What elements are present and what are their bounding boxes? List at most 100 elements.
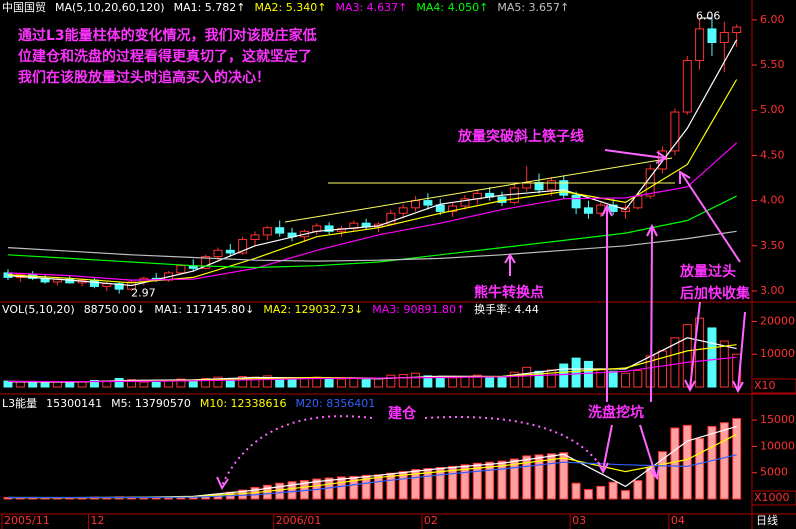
candle-body [201,256,211,269]
note: 放量突破斜上筷子线 [457,128,584,145]
volume-bar [374,378,383,388]
energy-bar [571,482,581,500]
volume-bar [448,377,458,388]
y-tick-label: 10000 [760,439,795,452]
volume-bar [201,377,211,388]
energy-bar [596,485,606,500]
energy-bar [275,482,285,500]
volume-bar [472,374,482,388]
y-tick-label: 5000 [760,466,788,479]
energy-bar [534,454,544,500]
volume-bar [621,372,630,388]
volume-bar [497,376,507,388]
candle-body [509,187,519,203]
energy-bar [546,453,556,500]
y-tick-label: 4.00 [760,194,785,207]
volume-bar [3,380,13,388]
volume-bar [336,378,346,388]
candle-body [534,182,544,191]
volume-bar [398,374,408,388]
legend-entry: MA3: 4.637↑ [335,1,407,14]
ma-line [7,433,737,499]
candle-body [670,111,680,152]
candle-body [460,198,470,207]
volume-bar [411,372,421,388]
ma-line [7,195,737,269]
volume-bar [608,370,618,388]
candle-body [176,265,186,274]
note: 后加快收集 [680,285,751,302]
candle-body [411,200,421,209]
ma-line [7,79,738,284]
y-tick-label: 4.50 [760,148,785,161]
energy-bar [361,474,371,500]
energy-bar [559,452,569,500]
candle-body [213,249,223,258]
energy-bar [472,462,482,500]
volume-bar [658,350,668,388]
candle-body [398,207,408,214]
energy-bar [732,418,742,500]
legend-entry: MA2: 129032.73↓ [263,303,363,316]
legend-entry: L3能量 [2,396,37,410]
legend-entry: 中国国贸 [2,1,46,14]
volume-bar [77,381,87,388]
candle-body [707,28,717,43]
energy-bar [398,471,408,500]
note: 我们在该股放量过头时追高买入的决心！ [18,69,270,86]
volume-bar [65,382,75,388]
volume-bar [262,375,272,388]
energy-bar [645,466,655,500]
candle-body [546,180,556,191]
legend-entry: MA2: 5.340↑ [255,1,327,14]
arrows [216,149,746,491]
energy-bar [435,466,445,500]
energy-bar [386,472,396,500]
legend-entry: MA1: 117145.80↓ [154,303,254,316]
candle-body [262,227,272,236]
energy-bar [448,465,458,500]
candle-body [114,283,124,290]
ma-line [8,454,737,499]
note: 洗盘挖坑 [588,404,644,421]
energy-bar [460,464,470,500]
candle-body [423,200,433,206]
legend-entry: MA3: 90891.80↑ [372,303,465,316]
y-tick-label: 15000 [760,413,795,426]
volume-bar [682,324,692,388]
candle-body [571,194,581,209]
volume-bar [719,340,729,388]
energy-bar [719,422,729,500]
legend-entry: M10: 12338616 [200,397,287,410]
legend-entry: MA1: 5.782↑ [174,1,246,14]
volume-bar [139,381,149,388]
candle-body [732,26,742,34]
volume-bar [460,376,470,388]
volume-bar [559,363,569,388]
volume-bar [633,370,643,388]
x-tick-label: 02 [424,514,438,527]
candle-body [559,180,569,196]
volume-bar [435,376,445,388]
volume-bar [15,381,25,388]
volume-bar [596,368,606,388]
y-tick-label: 5.00 [760,103,785,116]
volume-bar [176,378,186,388]
volume-bar [361,379,371,388]
candle-body [719,32,729,43]
candle-body [682,60,692,113]
volume-bar [485,376,495,388]
volume-bar [287,378,297,388]
volume-bar [225,379,235,388]
candle-body [275,227,285,234]
legend-entry: 88750.00↓ [84,303,146,316]
unit-box [751,490,796,506]
energy-bar [695,438,705,500]
unit-box [751,378,796,394]
candle-body [583,207,593,214]
note: 通过L3能量柱体的变化情况，我们对该股庄家低 [18,27,317,44]
volume-bar [238,376,248,388]
candle-body [89,279,99,287]
volume-bar [40,381,50,388]
